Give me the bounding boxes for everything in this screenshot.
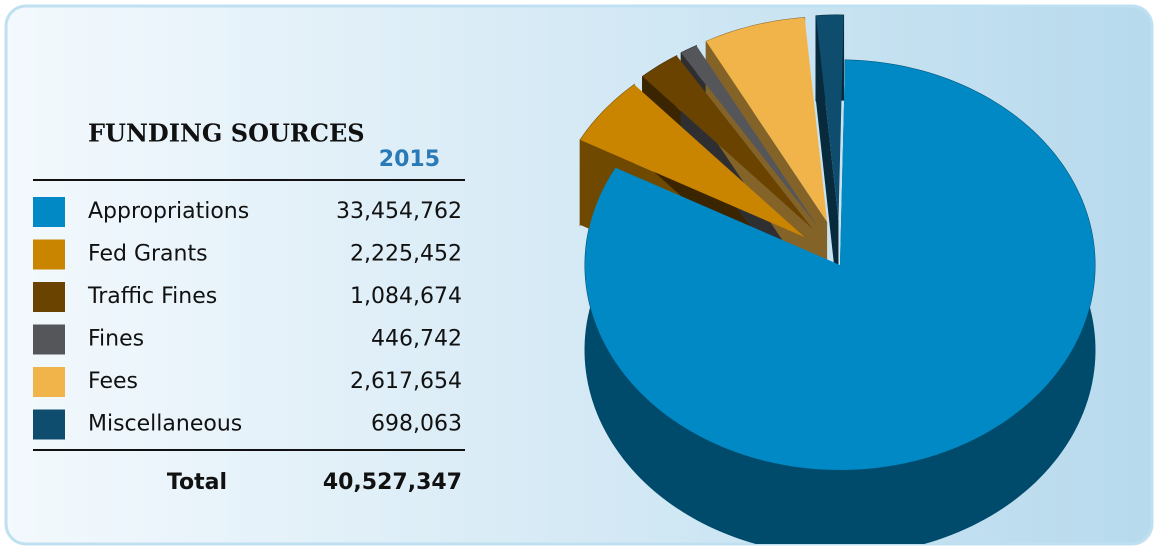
legend-swatch — [33, 282, 65, 312]
slice — [706, 17, 828, 222]
legend-swatch — [33, 367, 65, 397]
value-label: 2,225,452 — [350, 242, 462, 267]
value-label: 1,084,674 — [350, 284, 462, 309]
legend-swatch — [33, 324, 65, 355]
legend-label: Miscellaneous — [88, 412, 242, 437]
slice — [681, 45, 818, 227]
value-label: 2,617,654 — [350, 369, 462, 394]
legend-label: Fees — [88, 369, 138, 394]
title: FUNDING SOURCES — [88, 119, 365, 148]
slice-wall — [815, 15, 839, 306]
value-label: 33,454,762 — [336, 199, 462, 224]
legend-label: Appropriations — [88, 199, 249, 224]
value-label: 698,063 — [371, 412, 462, 437]
value-label: 446,742 — [371, 327, 462, 352]
pie — [579, 14, 1096, 544]
legend-swatch — [33, 409, 65, 440]
legend-label: Fines — [88, 327, 144, 352]
legend-swatch — [33, 197, 65, 227]
slice — [642, 55, 813, 230]
total-label: Total — [167, 470, 227, 495]
slice — [580, 84, 805, 238]
column-header: 2015 — [379, 147, 440, 172]
slice — [815, 15, 844, 221]
legend-label: Traffic Fines — [87, 284, 217, 309]
total-value: 40,527,347 — [323, 470, 462, 495]
legend-label: Fed Grants — [88, 242, 208, 267]
legend-swatch — [33, 239, 65, 270]
slice — [585, 60, 1095, 470]
